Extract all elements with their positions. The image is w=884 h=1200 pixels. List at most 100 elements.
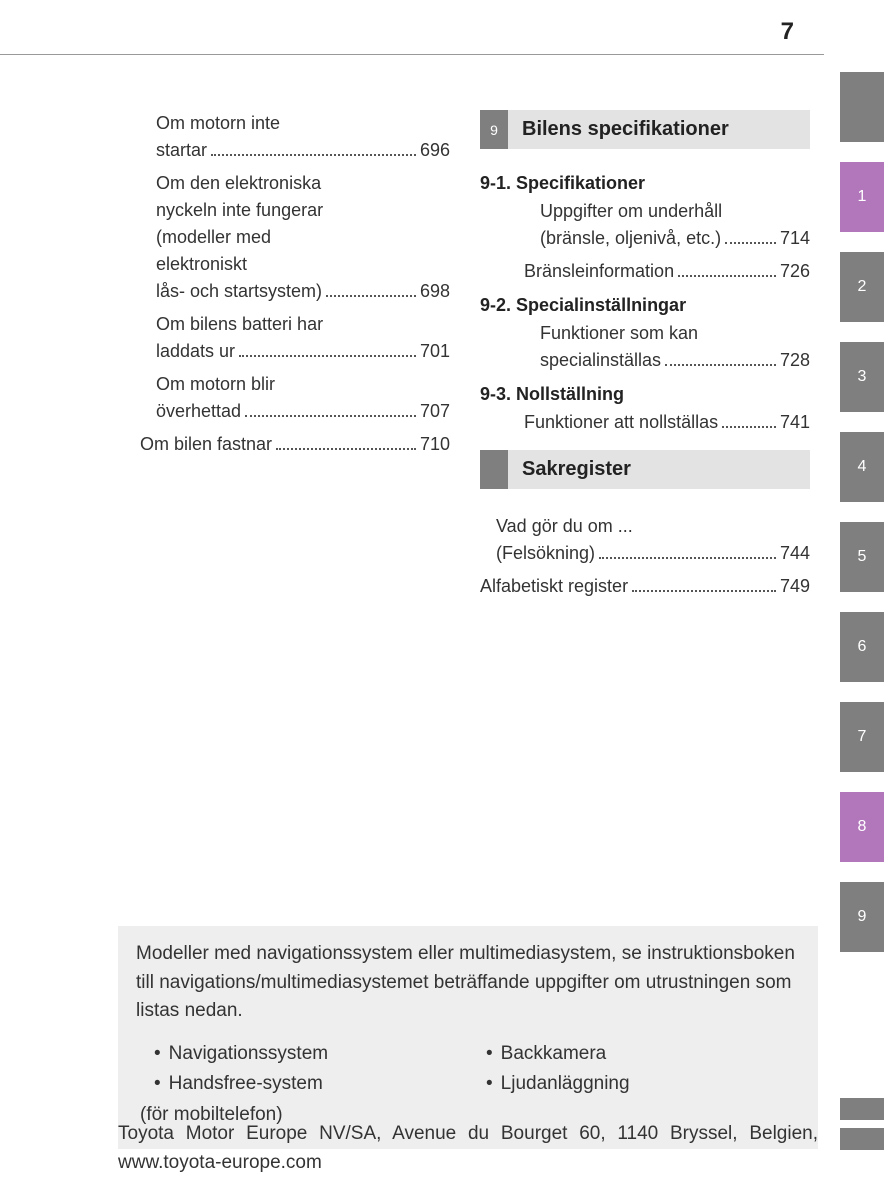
toc-line: startar 696 <box>140 137 450 164</box>
note-box: Modeller med navigationssystem eller mul… <box>118 926 818 1149</box>
toc-text: (bränsle, oljenivå, etc.) <box>540 225 721 252</box>
chapter-tab[interactable]: 9 <box>840 882 884 952</box>
toc-entry: Om bilens batteri harladdats ur 701 <box>120 311 450 365</box>
section-number: 9 <box>480 110 508 149</box>
toc-text: specialinställas <box>540 347 661 374</box>
toc-entry: Vad gör du om ...(Felsökning) 744 <box>480 513 810 567</box>
toc-page: 698 <box>420 278 450 305</box>
toc-line: (Felsökning) 744 <box>480 540 810 567</box>
toc-text: Om bilen fastnar <box>140 431 272 458</box>
toc-line: överhettad 707 <box>140 398 450 425</box>
subsection-heading: 9-3. Nollställning <box>480 384 810 405</box>
chapter-tab[interactable]: 8 <box>840 792 884 862</box>
toc-text-line: (modeller med <box>140 224 450 251</box>
right-column: 9Bilens specifikationer 9-1. Specifikatio… <box>480 110 810 606</box>
toc-text-line: Funktioner som kan <box>524 320 810 347</box>
toc-page: 696 <box>420 137 450 164</box>
side-tabs: 1 2 3 4 5 6 7 8 9 <box>840 72 884 972</box>
toc-entry: Om motorn bliröverhettad 707 <box>120 371 450 425</box>
left-column: Om motorn intestartar 696 Om den elektroni… <box>120 110 450 606</box>
note-lists: •Navigationssystem•Handsfree-system(för … <box>136 1040 800 1132</box>
toc-page: 728 <box>780 347 810 374</box>
note-item: •Ljudanläggning <box>468 1070 800 1099</box>
toc-text: lås- och startsystem) <box>156 278 322 305</box>
chapter-tab[interactable] <box>840 72 884 142</box>
footer-text: Toyota Motor Europe NV/SA, Avenue du Bou… <box>118 1120 818 1177</box>
toc-entry: Alfabetiskt register 749 <box>480 573 810 600</box>
toc-text: laddats ur <box>156 338 235 365</box>
top-rule <box>0 54 824 55</box>
section-banner: 9Bilens specifikationer <box>480 110 810 149</box>
toc-text: startar <box>156 137 207 164</box>
toc-text-line: nyckeln inte fungerar <box>140 197 450 224</box>
toc-text-line: Uppgifter om underhåll <box>524 198 810 225</box>
toc-text: (Felsökning) <box>496 540 595 567</box>
chapter-tab[interactable]: 2 <box>840 252 884 322</box>
toc-entry: Om den elektroniskanyckeln inte fungerar… <box>120 170 450 305</box>
page-number: 7 <box>781 18 794 46</box>
toc-entry: Om motorn intestartar 696 <box>120 110 450 164</box>
toc-page: 726 <box>780 258 810 285</box>
toc-page: 701 <box>420 338 450 365</box>
toc-dots <box>211 154 416 156</box>
toc-dots <box>632 590 776 592</box>
toc-text-line: Vad gör du om ... <box>480 513 810 540</box>
toc-dots <box>665 364 776 366</box>
toc-entry: Bränsleinformation 726 <box>480 258 810 285</box>
toc-text-line: Om den elektroniska <box>140 170 450 197</box>
chapter-tab[interactable]: 5 <box>840 522 884 592</box>
note-item: •Backkamera <box>468 1040 800 1069</box>
bottom-tabs <box>840 1098 884 1158</box>
toc-entry: Om bilen fastnar 710 <box>120 431 450 458</box>
subsection-heading: 9-1. Specifikationer <box>480 173 810 194</box>
chapter-tab[interactable]: 7 <box>840 702 884 772</box>
toc-page: 749 <box>780 573 810 600</box>
toc-line: Om bilen fastnar 710 <box>140 431 450 458</box>
toc-line: Funktioner att nollställas 741 <box>524 409 810 436</box>
toc-page: 741 <box>780 409 810 436</box>
note-item: •Handsfree-system <box>136 1070 468 1099</box>
toc-text: Funktioner att nollställas <box>524 409 718 436</box>
toc-page: 714 <box>780 225 810 252</box>
chapter-tab[interactable]: 6 <box>840 612 884 682</box>
toc-line: lås- och startsystem) 698 <box>140 278 450 305</box>
toc-dots <box>276 448 416 450</box>
note-list-left: •Navigationssystem•Handsfree-system(för … <box>136 1040 468 1132</box>
toc-line: Bränsleinformation 726 <box>524 258 810 285</box>
note-item: •Navigationssystem <box>136 1040 468 1069</box>
toc-text-line: Om bilens batteri har <box>140 311 450 338</box>
toc-dots <box>239 355 416 357</box>
subsection-heading: 9-2. Specialinställningar <box>480 295 810 316</box>
toc-text: överhettad <box>156 398 241 425</box>
toc-entry: Funktioner som kanspecialinställas 728 <box>480 320 810 374</box>
subsection: 9-3. Nollställning Funktioner att nollstä… <box>480 384 810 436</box>
toc-line: specialinställas 728 <box>524 347 810 374</box>
section-title: Bilens specifikationer <box>508 110 810 149</box>
toc-text-line: Om motorn blir <box>140 371 450 398</box>
content-area: Om motorn intestartar 696 Om den elektroni… <box>120 110 820 606</box>
toc-text: Alfabetiskt register <box>480 573 628 600</box>
toc-text-line: Om motorn inte <box>140 110 450 137</box>
toc-line: Alfabetiskt register 749 <box>480 573 810 600</box>
bottom-tab <box>840 1128 884 1150</box>
section-number <box>480 450 508 489</box>
chapter-tab[interactable]: 4 <box>840 432 884 502</box>
toc-page: 707 <box>420 398 450 425</box>
toc-line: laddats ur 701 <box>140 338 450 365</box>
toc-entry: Uppgifter om underhåll(bränsle, oljenivå… <box>480 198 810 252</box>
chapter-tab[interactable]: 1 <box>840 162 884 232</box>
note-list-right: •Backkamera•Ljudanläggning <box>468 1040 800 1132</box>
chapter-tab[interactable]: 3 <box>840 342 884 412</box>
toc-dots <box>245 415 416 417</box>
subsection: 9-2. Specialinställningar Funktioner som … <box>480 295 810 374</box>
toc-line: (bränsle, oljenivå, etc.) 714 <box>524 225 810 252</box>
toc-page: 744 <box>780 540 810 567</box>
subsection: 9-1. Specifikationer Uppgifter om underhå… <box>480 173 810 285</box>
toc-page: 710 <box>420 431 450 458</box>
toc-entry: Funktioner att nollställas 741 <box>480 409 810 436</box>
note-text: Modeller med navigationssystem eller mul… <box>136 940 800 1026</box>
toc-dots <box>678 275 776 277</box>
toc-dots <box>326 295 416 297</box>
toc-text: Bränsleinformation <box>524 258 674 285</box>
toc-text-line: elektroniskt <box>140 251 450 278</box>
